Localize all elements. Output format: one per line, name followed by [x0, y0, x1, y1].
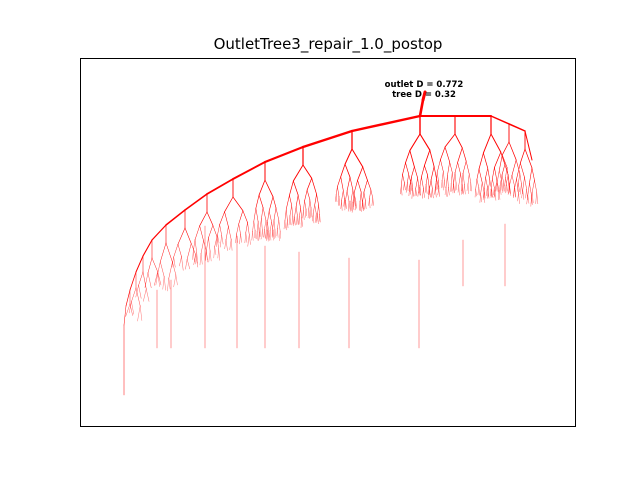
plot-title: OutletTree3_repair_1.0_postop	[214, 35, 443, 54]
outlet-diameter-label: outlet D = 0.772	[385, 80, 464, 90]
tree-diameter-label: tree D = 0.32	[392, 90, 456, 100]
